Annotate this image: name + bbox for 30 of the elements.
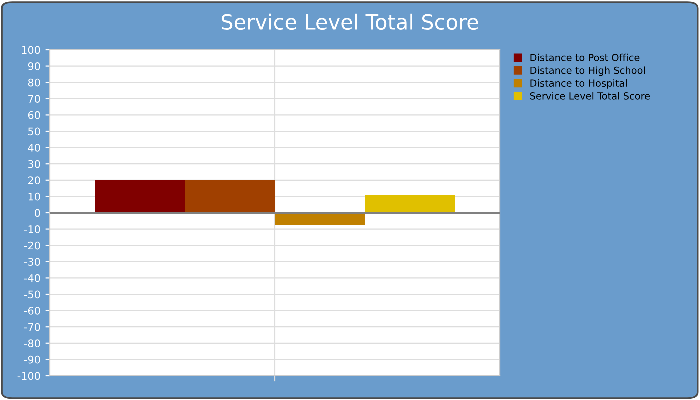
- legend-label: Distance to High School: [530, 66, 646, 76]
- y-tick-label: -80: [24, 340, 40, 348]
- y-tick-label: -60: [24, 307, 40, 315]
- bar: [365, 195, 455, 213]
- legend-label: Distance to Post Office: [530, 54, 640, 62]
- y-tick-label: 40: [28, 144, 40, 152]
- y-tick-label: 10: [28, 192, 40, 201]
- legend-label: Service Level Total Score: [530, 92, 650, 100]
- y-tick-label: 60: [28, 111, 40, 120]
- y-tick-label: 70: [28, 95, 40, 104]
- bar: [95, 180, 185, 213]
- y-tick-label: -70: [24, 323, 40, 332]
- y-tick-label: -20: [24, 242, 40, 250]
- bar: [275, 213, 365, 226]
- chart-title: Service Level Total Score: [222, 14, 478, 30]
- y-tick-label: 100: [22, 46, 40, 54]
- y-tick-label: -100: [18, 372, 40, 380]
- y-tick-label: -90: [24, 356, 40, 364]
- legend-label: Distance to Hospital: [530, 80, 627, 89]
- y-tick-label: 90: [28, 62, 40, 70]
- y-tick-label: -30: [24, 258, 40, 266]
- y-tick-label: -40: [24, 274, 40, 282]
- y-tick-label: 80: [28, 78, 40, 87]
- y-tick-label: 50: [28, 128, 40, 136]
- y-tick-label: -50: [24, 290, 40, 299]
- bar: [185, 180, 275, 213]
- y-tick-label: -10: [24, 226, 40, 234]
- y-tick-label: 20: [28, 176, 40, 185]
- y-tick-label: 30: [28, 160, 40, 168]
- y-tick-label: 0: [35, 209, 40, 218]
